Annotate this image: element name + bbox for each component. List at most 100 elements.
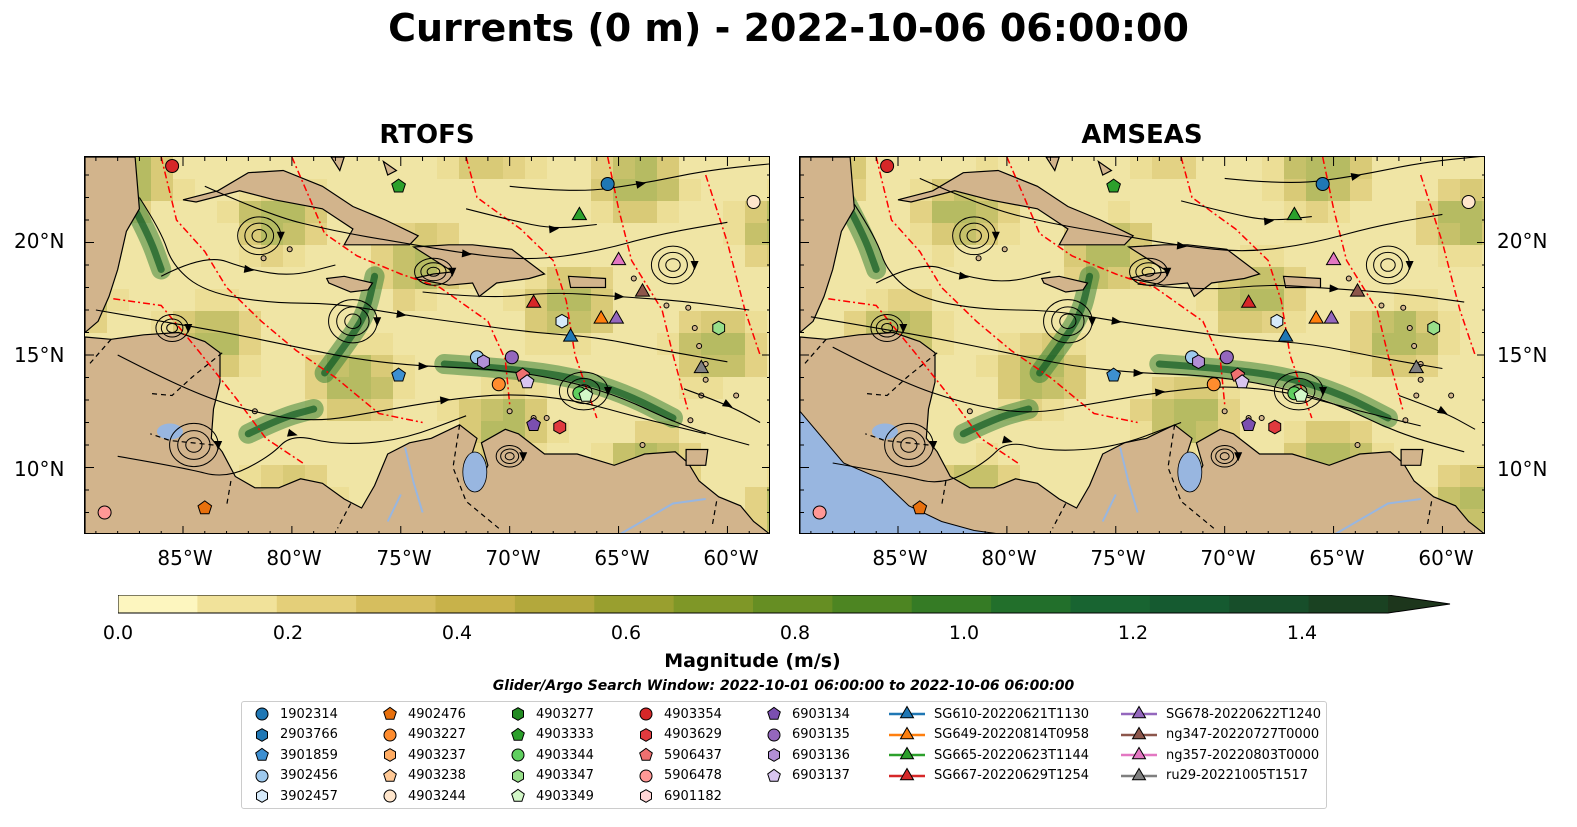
marker-SG665-20220623T1144[interactable] [1286, 206, 1303, 221]
land-4 [325, 275, 374, 293]
island [1400, 304, 1407, 311]
legend-marker-icon [383, 706, 397, 720]
eddy-streamline [900, 437, 918, 453]
legend-label: 4903349 [536, 788, 594, 804]
land-4 [1040, 275, 1089, 293]
marker-SG678-20220622T1240[interactable] [1323, 309, 1340, 324]
marker-3901859[interactable] [1106, 367, 1121, 382]
marker-6903136[interactable] [1192, 354, 1205, 370]
marker-3902457[interactable] [555, 313, 569, 329]
current-core [244, 405, 318, 438]
marker-4903244[interactable] [1461, 195, 1476, 209]
legend-item: 4903237 [380, 745, 466, 765]
marker-ng347-20220727T0000[interactable] [634, 282, 651, 297]
marker-6903137[interactable] [519, 374, 535, 389]
legend-label: 5906437 [664, 747, 722, 763]
eddy-streamline [336, 306, 370, 337]
eez-boundary [160, 157, 423, 424]
marker-4903227[interactable] [491, 377, 506, 392]
colorbar-extend-arrow [1388, 595, 1450, 613]
streamline-arrow [721, 399, 733, 408]
map-rtofs[interactable] [84, 156, 770, 534]
marker-SG667-20220629T1254[interactable] [525, 294, 542, 308]
legend-item: SG678-20220622T1240 [1120, 704, 1321, 724]
lake-maracaibo [462, 451, 488, 493]
island [663, 302, 670, 309]
marker-ru29-20221005T1517[interactable] [693, 359, 710, 374]
marker-4903354[interactable] [880, 159, 895, 173]
lat-label-10n-left: 10°N [14, 457, 65, 481]
legend: 1902314 2903766 3901859 3902456 3902457 49024… [241, 701, 1327, 809]
marker-SG667-20220629T1254[interactable] [1240, 294, 1257, 308]
colorbar-tick: 0.2 [272, 622, 304, 644]
marker-ng357-20220803T0000[interactable] [1325, 251, 1342, 266]
colorbar-bin [832, 595, 913, 613]
marker-6903134[interactable] [526, 416, 541, 431]
marker-4903629[interactable] [1268, 419, 1282, 435]
island [639, 442, 646, 448]
lon-label-70w-right: 70°W [1200, 546, 1256, 570]
eddy-streamline [420, 262, 447, 282]
panel-title-rtofs: RTOFS [379, 120, 475, 150]
marker-4903349[interactable] [1293, 387, 1309, 402]
marker-SG678-20220622T1240[interactable] [608, 309, 625, 324]
marker-ng357-20220803T0000[interactable] [610, 251, 627, 266]
marker-4903354[interactable] [165, 159, 180, 173]
island [1417, 376, 1424, 383]
marker-3902457[interactable] [1270, 313, 1284, 329]
marker-4903347[interactable] [1427, 320, 1441, 336]
marker-3901859[interactable] [391, 367, 406, 382]
country-border [863, 352, 938, 397]
streamline [1180, 200, 1312, 221]
marker-6903135[interactable] [504, 350, 519, 365]
current-core [321, 272, 379, 377]
legend-label: 6903134 [792, 706, 850, 722]
country-border [88, 338, 112, 365]
legend-label: ng357-20220803T0000 [1166, 747, 1320, 763]
eddy-arrow [604, 387, 612, 396]
eddy-streamline [658, 251, 688, 279]
legend-item: 3902457 [252, 786, 338, 806]
marker-4903227[interactable] [1206, 377, 1221, 392]
marker-6903136[interactable] [477, 354, 490, 370]
legend-label: ng347-20220727T0000 [1166, 727, 1320, 742]
eez-boundary [875, 157, 1138, 424]
marker-4902476[interactable] [912, 500, 928, 515]
streamline-arrow [1154, 388, 1166, 397]
marker-5906478[interactable] [97, 505, 112, 520]
marker-SG649-20220814T0958[interactable] [1308, 309, 1325, 324]
marker-4902476[interactable] [197, 500, 213, 515]
marker-SG610-20220621T1130[interactable] [1277, 327, 1294, 342]
marker-ng347-20220727T0000[interactable] [1349, 282, 1366, 297]
marker-6903135[interactable] [1219, 350, 1234, 365]
marker-4903347[interactable] [712, 320, 726, 336]
marker-SG649-20220814T0958[interactable] [593, 309, 610, 324]
marker-4903333[interactable] [391, 178, 406, 193]
marker-SG610-20220621T1130[interactable] [562, 327, 579, 342]
marker-6903137[interactable] [1234, 374, 1250, 389]
legend-marker-icon [889, 767, 925, 780]
lon-label-85w-left: 85°W [157, 546, 213, 570]
streamline-arrow [548, 225, 560, 234]
legend-marker-icon [511, 788, 525, 802]
marker-1902314[interactable] [600, 177, 615, 191]
colorbar-bin [1229, 595, 1310, 613]
legend-label: 4903277 [536, 706, 594, 722]
lake-nicaragua [871, 423, 898, 440]
marker-6903134[interactable] [1241, 416, 1256, 431]
marker-4903244[interactable] [746, 195, 761, 209]
marker-4903629[interactable] [553, 419, 567, 435]
map-amseas[interactable] [799, 156, 1485, 534]
marker-SG665-20220623T1144[interactable] [571, 206, 588, 221]
marker-4903349[interactable] [578, 387, 594, 402]
marker-1902314[interactable] [1315, 177, 1330, 191]
legend-label: SG667-20220629T1254 [934, 768, 1090, 783]
legend-item: 4903354 [636, 704, 722, 724]
land-2 [897, 169, 1135, 246]
marker-ru29-20221005T1517[interactable] [1408, 359, 1425, 374]
legend-item: 4903347 [508, 766, 594, 786]
eddy-arrow [1405, 261, 1414, 270]
marker-4903333[interactable] [1106, 178, 1121, 193]
streamline [117, 415, 467, 476]
marker-5906478[interactable] [812, 505, 827, 520]
